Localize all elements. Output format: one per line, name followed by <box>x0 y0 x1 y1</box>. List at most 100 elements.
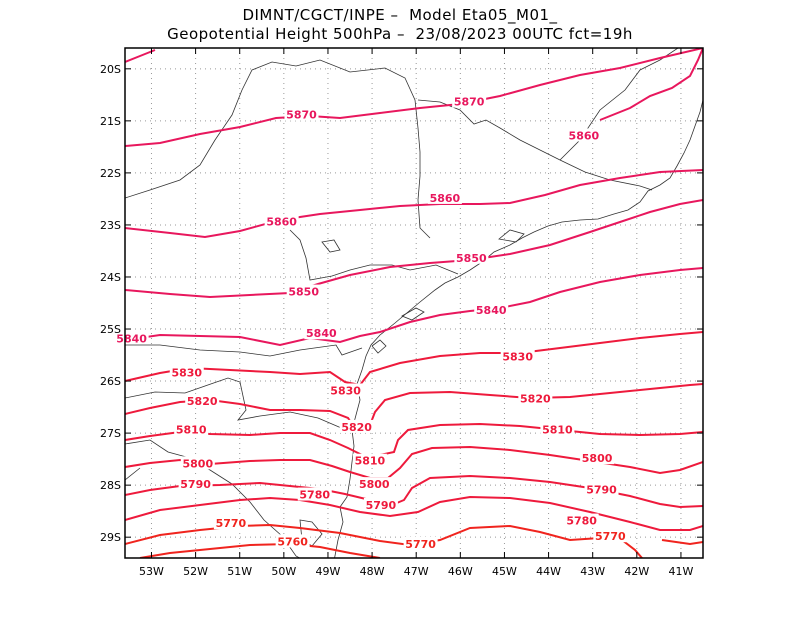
contour-label-bg <box>566 128 601 142</box>
contour-label-bg <box>363 497 398 511</box>
chart-title-line-2: Geopotential Height 500hPa – 23/08/2023 … <box>167 25 633 43</box>
coastline-and-borders <box>125 48 703 558</box>
contour-label-5830: 5830 <box>502 351 533 364</box>
x-tick-label: 42W <box>624 565 649 578</box>
contour-label-5840: 5840 <box>306 327 337 340</box>
x-tick-label: 44W <box>536 565 561 578</box>
contour-5870 <box>125 49 156 63</box>
axis-ticks: 53W 52W 51W 50W 49W 48W 47W 46W 45W 44W 43W 42W 41W 2… <box>100 48 703 578</box>
contour-label-5810: 5810 <box>542 424 573 437</box>
contour-label-bg <box>328 383 363 397</box>
contour-label-bg <box>403 536 438 550</box>
x-tick-label: 50W <box>271 565 296 578</box>
contour-label-bg <box>339 419 374 433</box>
contour-label-5770: 5770 <box>216 517 247 530</box>
y-tick-label: 28S <box>100 479 121 492</box>
contour-label-bg <box>284 107 319 121</box>
state-border-sc-rs <box>125 377 347 431</box>
x-tick-label: 52W <box>183 565 208 578</box>
contour-label-5790: 5790 <box>366 499 397 512</box>
contour-label-bg <box>357 477 392 491</box>
contour-label-bg <box>174 422 209 436</box>
contour-label-5860: 5860 <box>569 129 600 142</box>
contour-label-bg <box>275 534 310 548</box>
contour-label-bg <box>540 422 575 436</box>
contour-label-5820: 5820 <box>187 395 218 408</box>
contour-label-bg <box>286 284 321 298</box>
contour-label-5770: 5770 <box>595 530 626 543</box>
x-tick-label: 49W <box>316 565 341 578</box>
contour-label-bg <box>185 393 220 407</box>
contour-labels: 5870 5870 5860 5860 5860 5850 5850 5840 5840 5840… <box>114 94 628 551</box>
contour-label-bg <box>178 477 213 491</box>
plot-frame <box>124 47 704 559</box>
x-tick-label: 51W <box>227 565 252 578</box>
contour-5870 <box>599 48 703 121</box>
y-tick-label: 20S <box>100 63 121 76</box>
x-tick-label: 43W <box>580 565 605 578</box>
contour-5810 <box>125 422 703 456</box>
contour-5860 <box>125 169 703 239</box>
contour-label-5770: 5770 <box>405 538 436 551</box>
state-border-north <box>125 59 431 239</box>
contour-label-5820: 5820 <box>520 392 551 405</box>
contour-label-5830: 5830 <box>330 384 361 397</box>
coastline <box>334 99 703 558</box>
contour-label-bg <box>452 94 487 108</box>
x-tick-label: 46W <box>448 565 473 578</box>
contour-label-5860: 5860 <box>430 192 461 205</box>
contour-label-bg <box>213 516 248 530</box>
contour-5840 <box>125 267 703 347</box>
contour-label-bg <box>564 513 599 527</box>
y-tick-label: 27S <box>100 427 121 440</box>
contour-label-bg <box>427 190 462 204</box>
contour-label-5800: 5800 <box>582 452 613 465</box>
contour-label-5860: 5860 <box>266 215 297 228</box>
contour-label-5870: 5870 <box>286 109 317 122</box>
contour-label-bg <box>593 529 628 543</box>
contour-label-5790: 5790 <box>586 483 617 496</box>
state-border-pr-sc <box>125 344 363 357</box>
contour-5780 <box>125 495 703 531</box>
contour-5770 <box>125 523 643 558</box>
contour-label-bg <box>304 326 339 340</box>
contour-label-5780: 5780 <box>566 515 597 528</box>
x-tick-label: 48W <box>360 565 385 578</box>
x-tick-label: 45W <box>492 565 517 578</box>
graticule <box>125 48 703 558</box>
contour-label-bg <box>352 453 387 467</box>
contour-label-5780: 5780 <box>299 489 330 502</box>
contour-label-5760: 5760 <box>277 535 308 548</box>
contour-label-5810: 5810 <box>355 455 386 468</box>
contour-label-bg <box>500 349 535 363</box>
y-tick-label: 21S <box>100 115 121 128</box>
contour-5770 <box>661 539 703 546</box>
contour-label-5800: 5800 <box>359 478 390 491</box>
contour-label-bg <box>114 331 149 345</box>
contour-5870 <box>125 48 703 147</box>
y-tick-label: 23S <box>100 219 121 232</box>
x-tick-label: 53W <box>139 565 164 578</box>
contour-label-5840: 5840 <box>476 304 507 317</box>
contour-label-5850: 5850 <box>288 286 319 299</box>
contour-label-5800: 5800 <box>182 457 213 470</box>
x-tick-label: 47W <box>404 565 429 578</box>
contour-label-5810: 5810 <box>176 424 207 437</box>
contour-label-bg <box>297 487 332 501</box>
contour-label-5870: 5870 <box>454 96 485 109</box>
contour-label-5840: 5840 <box>116 332 147 345</box>
chart-title-line-1: DIMNT/CGCT/INPE – Model Eta05_M01_ <box>242 6 558 24</box>
state-border-sp-pr <box>289 229 459 281</box>
x-tick-label: 41W <box>669 565 694 578</box>
y-tick-label: 29S <box>100 531 121 544</box>
contour-label-bg <box>518 391 553 405</box>
contour-label-bg <box>580 451 615 465</box>
contour-5830 <box>125 331 703 387</box>
contour-5850 <box>125 199 703 299</box>
y-tick-label: 22S <box>100 167 121 180</box>
y-tick-label: 24S <box>100 271 121 284</box>
contour-label-bg <box>454 250 489 264</box>
contour-label-bg <box>584 482 619 496</box>
contour-5760 <box>139 542 381 558</box>
